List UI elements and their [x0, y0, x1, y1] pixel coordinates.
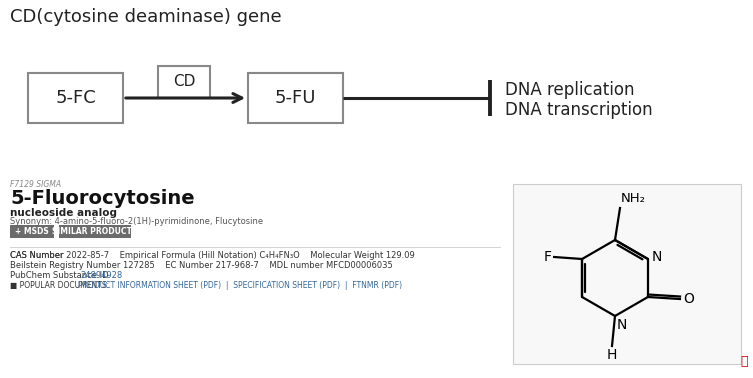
- Text: 24894928: 24894928: [81, 271, 123, 280]
- Text: nucleoside analog: nucleoside analog: [10, 208, 117, 218]
- Text: + MSDS: + MSDS: [15, 227, 49, 236]
- Text: Synonym: 4-amino-5-fluoro-2(1H)-pyrimidinone, Flucytosine: Synonym: 4-amino-5-fluoro-2(1H)-pyrimidi…: [10, 217, 263, 226]
- Text: CD: CD: [172, 74, 195, 90]
- Text: CAS Number 2022-85-7    Empirical Formula (Hill Notation) C₄H₄FN₃O    Molecular : CAS Number 2022-85-7 Empirical Formula (…: [10, 251, 415, 260]
- Text: 🔍: 🔍: [740, 355, 748, 368]
- Text: 5-Fluorocytosine: 5-Fluorocytosine: [10, 189, 194, 208]
- Text: CAS Number: CAS Number: [10, 251, 66, 260]
- Text: NH₂: NH₂: [621, 192, 646, 205]
- FancyBboxPatch shape: [28, 73, 123, 123]
- Text: PubChem Substance ID: PubChem Substance ID: [10, 271, 111, 280]
- Text: N: N: [652, 250, 663, 264]
- Text: F: F: [544, 250, 552, 264]
- Text: F7129 SIGMA: F7129 SIGMA: [10, 180, 61, 189]
- FancyBboxPatch shape: [59, 225, 131, 238]
- Text: 5-FC: 5-FC: [55, 89, 96, 107]
- Text: 5-FU: 5-FU: [275, 89, 316, 107]
- FancyBboxPatch shape: [158, 66, 210, 98]
- Text: H: H: [607, 348, 617, 362]
- Text: Beilstein Registry Number 127285    EC Number 217-968-7    MDL number MFCD000060: Beilstein Registry Number 127285 EC Numb…: [10, 261, 393, 270]
- Text: PRODUCT INFORMATION SHEET (PDF)  |  SPECIFICATION SHEET (PDF)  |  FTNMR (PDF): PRODUCT INFORMATION SHEET (PDF) | SPECIF…: [78, 281, 402, 290]
- Text: SIMILAR PRODUCTS: SIMILAR PRODUCTS: [53, 227, 138, 236]
- Text: O: O: [683, 292, 694, 306]
- Text: DNA transcription: DNA transcription: [505, 101, 653, 119]
- FancyBboxPatch shape: [248, 73, 343, 123]
- Text: ■ POPULAR DOCUMENTS:: ■ POPULAR DOCUMENTS:: [10, 281, 114, 290]
- Text: DNA replication: DNA replication: [505, 81, 635, 99]
- FancyBboxPatch shape: [513, 184, 741, 364]
- Text: N: N: [617, 318, 627, 332]
- FancyBboxPatch shape: [10, 225, 54, 238]
- Text: CD(cytosine deaminase) gene: CD(cytosine deaminase) gene: [10, 8, 282, 26]
